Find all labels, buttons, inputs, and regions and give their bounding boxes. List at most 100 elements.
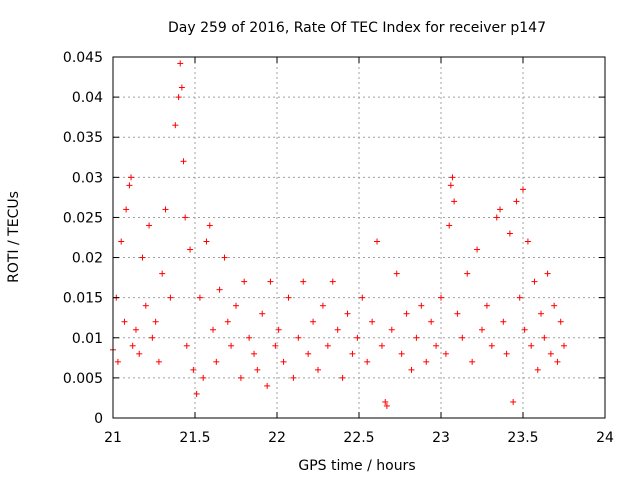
data-point bbox=[136, 350, 143, 357]
data-point bbox=[128, 174, 135, 181]
data-point bbox=[213, 358, 220, 365]
data-point bbox=[319, 302, 326, 309]
chart-title: Day 259 of 2016, Rate Of TEC Index for r… bbox=[168, 20, 546, 36]
data-point bbox=[538, 310, 545, 317]
data-point bbox=[221, 254, 228, 261]
data-point bbox=[132, 326, 139, 333]
data-point bbox=[418, 302, 425, 309]
y-tick-label: 0.035 bbox=[63, 130, 103, 146]
data-point bbox=[447, 182, 454, 189]
x-tick-label: 22 bbox=[268, 430, 286, 446]
y-tick-label: 0.04 bbox=[72, 90, 103, 106]
data-point bbox=[510, 398, 517, 405]
data-point bbox=[203, 238, 210, 245]
data-point bbox=[500, 318, 507, 325]
data-point bbox=[187, 246, 194, 253]
data-point bbox=[272, 342, 279, 349]
axis-ticks: 21 21.5 22 22.5 23 23.5 24 0 0.005 0.01 0.015 0.02 0… bbox=[63, 50, 614, 446]
y-tick-label: 0.045 bbox=[63, 50, 103, 66]
y-tick-label: 0.01 bbox=[72, 331, 103, 347]
data-point bbox=[369, 318, 376, 325]
data-point bbox=[521, 326, 528, 333]
data-point bbox=[139, 254, 146, 261]
data-point bbox=[300, 278, 307, 285]
data-point bbox=[175, 94, 182, 101]
x-tick-label: 23.5 bbox=[507, 430, 538, 446]
x-tick-label: 23 bbox=[432, 430, 450, 446]
data-point bbox=[315, 366, 321, 373]
y-tick-label: 0 bbox=[94, 411, 103, 427]
data-point bbox=[354, 334, 361, 341]
data-point bbox=[528, 342, 535, 349]
data-point bbox=[374, 238, 381, 245]
data-point bbox=[162, 206, 169, 213]
data-point bbox=[180, 158, 187, 165]
x-tick-label: 21 bbox=[104, 430, 122, 446]
data-point bbox=[178, 84, 185, 91]
data-point bbox=[449, 174, 456, 181]
data-point bbox=[497, 206, 504, 213]
data-point bbox=[516, 294, 523, 301]
y-tick-label: 0.005 bbox=[63, 371, 103, 387]
data-point bbox=[446, 222, 453, 229]
data-point bbox=[334, 326, 341, 333]
data-point bbox=[551, 302, 558, 309]
data-point bbox=[541, 334, 548, 341]
data-point bbox=[172, 122, 179, 129]
data-point bbox=[183, 342, 190, 349]
data-point bbox=[167, 294, 174, 301]
data-point bbox=[129, 342, 136, 349]
data-point bbox=[177, 60, 184, 67]
data-point bbox=[210, 326, 217, 333]
data-point bbox=[554, 358, 561, 365]
data-point bbox=[531, 278, 538, 285]
data-point bbox=[264, 382, 271, 389]
data-point bbox=[259, 310, 266, 317]
data-point bbox=[182, 214, 189, 221]
data-point bbox=[267, 278, 274, 285]
data-point bbox=[200, 374, 207, 381]
data-point bbox=[159, 270, 166, 277]
data-point bbox=[146, 222, 153, 229]
data-point bbox=[520, 186, 526, 193]
data-point bbox=[479, 326, 485, 333]
data-point bbox=[190, 366, 197, 373]
data-point bbox=[513, 198, 520, 205]
data-point bbox=[534, 366, 541, 373]
data-point bbox=[344, 310, 351, 317]
data-point bbox=[393, 270, 400, 277]
grid-lines bbox=[113, 57, 605, 418]
data-point bbox=[310, 318, 317, 325]
data-point bbox=[224, 318, 231, 325]
data-point bbox=[474, 246, 481, 253]
x-tick-label: 21.5 bbox=[179, 430, 210, 446]
data-point bbox=[216, 286, 223, 293]
data-point bbox=[364, 358, 371, 365]
data-point bbox=[451, 198, 458, 205]
data-point bbox=[524, 238, 531, 245]
data-point bbox=[142, 302, 149, 309]
data-point bbox=[413, 334, 420, 341]
data-point bbox=[241, 278, 248, 285]
data-point bbox=[403, 310, 410, 317]
data-point bbox=[196, 294, 203, 301]
data-point bbox=[324, 342, 331, 349]
data-point bbox=[398, 350, 405, 357]
data-point bbox=[228, 342, 235, 349]
data-point bbox=[152, 318, 159, 325]
data-point bbox=[155, 358, 162, 365]
y-tick-label: 0.015 bbox=[63, 291, 103, 307]
data-point bbox=[383, 402, 390, 409]
data-point bbox=[329, 278, 336, 285]
y-tick-label: 0.02 bbox=[72, 251, 103, 267]
data-point bbox=[275, 326, 282, 333]
data-point bbox=[305, 350, 312, 357]
data-point bbox=[483, 302, 490, 309]
data-point bbox=[254, 366, 261, 373]
data-point bbox=[469, 358, 476, 365]
y-axis-label: ROTI / TECUs bbox=[6, 191, 22, 283]
x-axis-label: GPS time / hours bbox=[298, 458, 415, 474]
data-point bbox=[126, 182, 133, 189]
data-point bbox=[561, 342, 567, 349]
